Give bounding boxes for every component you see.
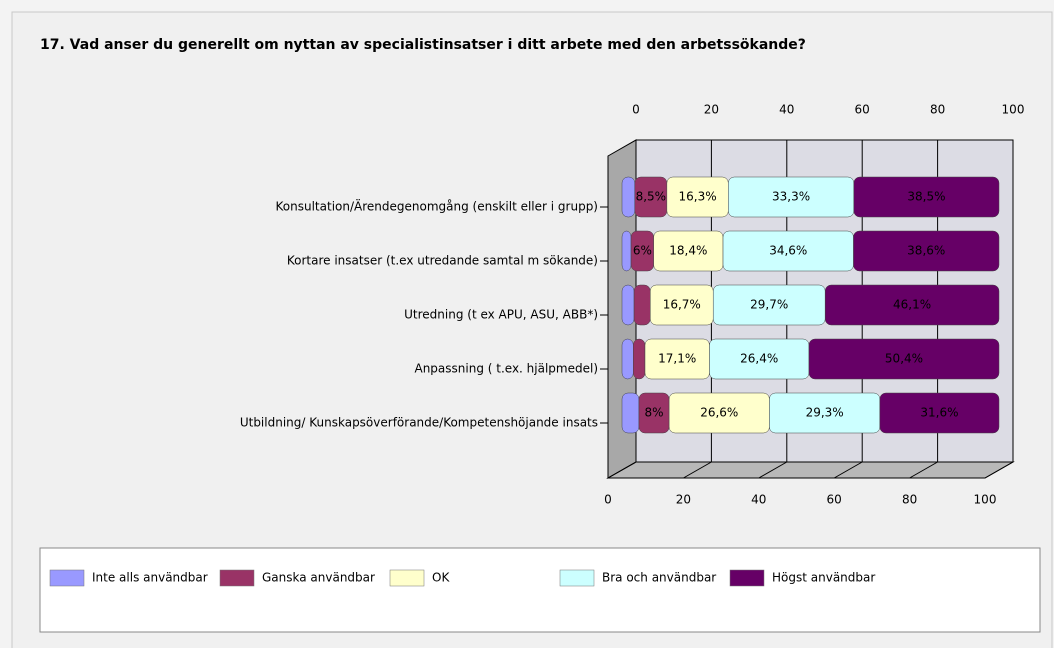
bottom-tick-label: 80 — [902, 493, 917, 507]
top-tick-label: 20 — [704, 103, 719, 117]
bar-segment — [853, 230, 1000, 272]
top-tick-label: 60 — [855, 103, 870, 117]
bar-segment — [879, 392, 1000, 434]
data-label: 33,3% — [772, 190, 810, 204]
data-label: 16,7% — [663, 298, 701, 312]
data-label: 29,3% — [806, 406, 844, 420]
data-label: 8,5% — [636, 190, 667, 204]
bar-segment — [853, 176, 1000, 218]
legend — [39, 547, 1041, 633]
top-tick-label: 100 — [1002, 103, 1025, 117]
data-label: 29,7% — [750, 298, 788, 312]
bottom-tick-label: 60 — [827, 493, 842, 507]
category-label: Anpassning ( t.ex. hjälpmedel) — [414, 362, 598, 376]
bar-segment — [621, 338, 634, 380]
data-label: 26,6% — [700, 406, 738, 420]
top-tick-label: 0 — [632, 103, 640, 117]
category-label: Konsultation/Ärendegenomgång (enskilt el… — [276, 199, 598, 214]
bar-segment — [633, 284, 651, 326]
legend-swatch — [219, 569, 255, 587]
bottom-tick-label: 20 — [676, 493, 691, 507]
bar-segment — [621, 392, 640, 434]
legend-swatch — [49, 569, 85, 587]
bar-segment — [621, 284, 635, 326]
legend-swatch — [729, 569, 765, 587]
top-tick-label: 40 — [779, 103, 794, 117]
legend-swatch — [389, 569, 425, 587]
data-label: 31,6% — [920, 406, 958, 420]
legend-label: OK — [432, 571, 450, 585]
grid-line — [833, 461, 863, 479]
legend-label: Inte alls användbar — [92, 571, 208, 585]
data-label: 16,3% — [679, 190, 717, 204]
data-label: 8% — [645, 406, 664, 420]
legend-swatch — [559, 569, 595, 587]
grid-line — [758, 461, 788, 479]
floor — [606, 461, 1015, 479]
legend-label: Bra och användbar — [602, 571, 716, 585]
data-label: 18,4% — [669, 244, 707, 258]
data-label: 50,4% — [885, 352, 923, 366]
bottom-tick-label: 0 — [604, 493, 612, 507]
data-label: 38,5% — [907, 190, 945, 204]
data-label: 46,1% — [893, 298, 931, 312]
category-label: Utredning (t ex APU, ASU, ABB*) — [404, 308, 598, 322]
data-label: 34,6% — [769, 244, 807, 258]
bar-segment — [621, 176, 636, 218]
grid-line — [683, 461, 712, 479]
legend-label: Högst användbar — [772, 571, 875, 585]
category-label: Utbildning/ Kunskapsöverförande/Kompeten… — [240, 416, 598, 430]
grid-line — [607, 461, 637, 479]
bar-segment — [824, 284, 1000, 326]
bottom-tick-label: 100 — [974, 493, 997, 507]
bar-segment — [633, 338, 646, 380]
bar-segment — [808, 338, 1000, 380]
data-label: 17,1% — [658, 352, 696, 366]
chart-title: 17. Vad anser du generellt om nyttan av … — [40, 37, 806, 53]
grid-line — [909, 461, 938, 479]
category-label: Kortare insatser (t.ex utredande samtal … — [287, 254, 598, 268]
data-label: 6% — [633, 244, 652, 258]
data-label: 38,6% — [907, 244, 945, 258]
bottom-tick-label: 40 — [751, 493, 766, 507]
legend-label: Ganska användbar — [262, 571, 375, 585]
grid-line — [984, 461, 1014, 479]
top-tick-label: 80 — [930, 103, 945, 117]
data-label: 26,4% — [740, 352, 778, 366]
bar-segment — [621, 230, 632, 272]
